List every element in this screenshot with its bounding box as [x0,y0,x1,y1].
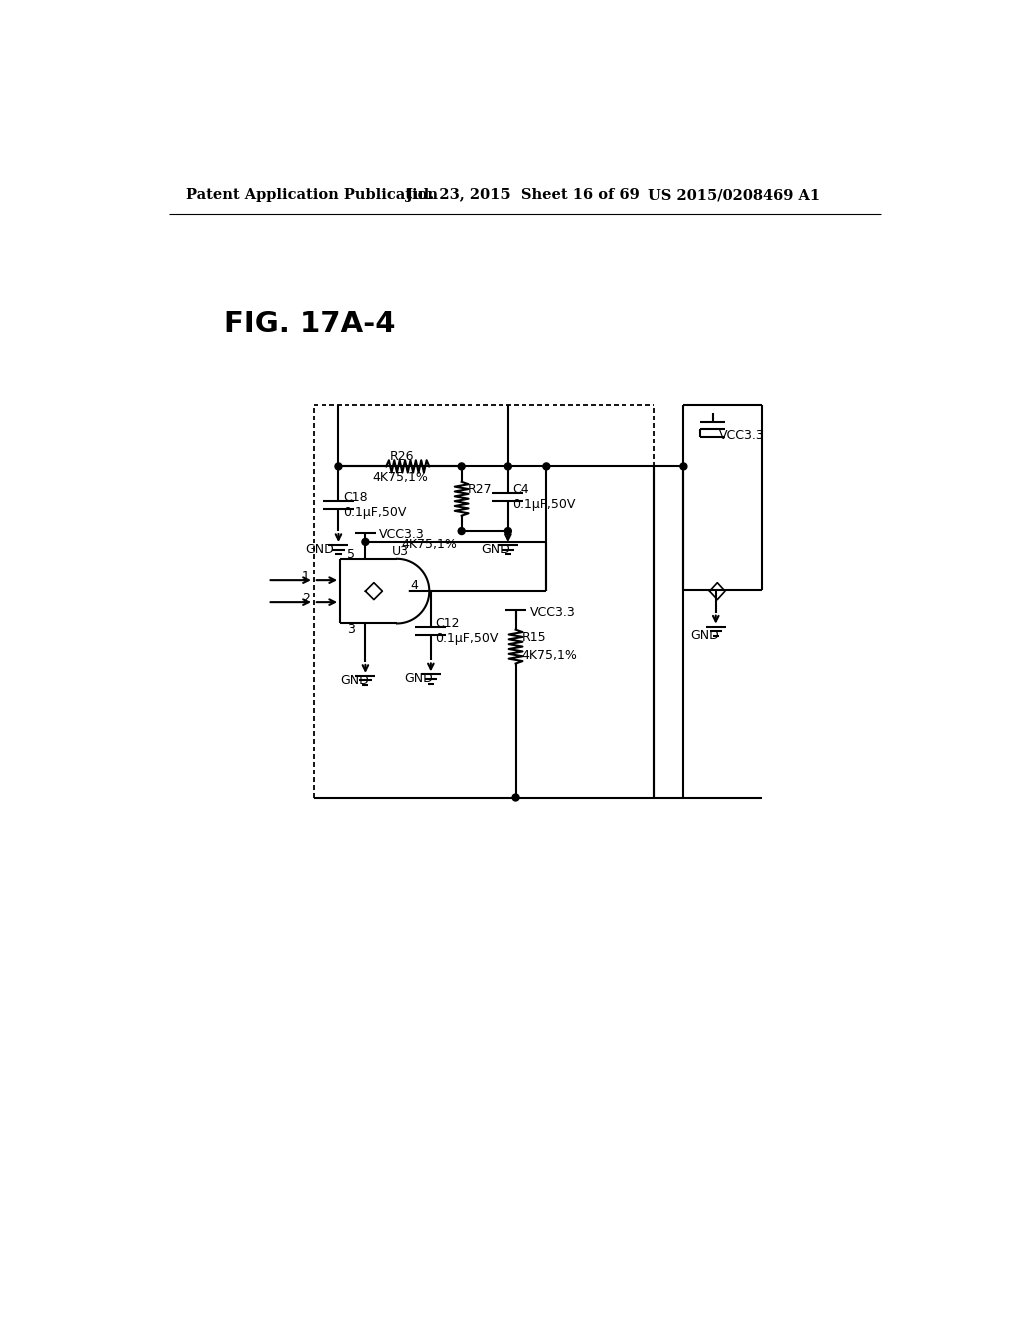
Text: C18: C18 [343,491,368,504]
Circle shape [512,795,519,801]
Text: GND: GND [404,672,433,685]
Circle shape [335,463,342,470]
Text: R15: R15 [521,631,547,644]
Circle shape [543,463,550,470]
Text: GND: GND [340,675,369,686]
Circle shape [398,586,408,595]
Text: 4K75,1%: 4K75,1% [401,539,458,552]
Circle shape [680,463,687,470]
Text: 2: 2 [302,591,310,605]
Text: GND: GND [481,543,510,556]
Text: R27: R27 [468,483,493,496]
Text: 5: 5 [347,548,354,561]
Text: 4: 4 [411,579,419,593]
Text: 4K75,1%: 4K75,1% [521,649,578,663]
Text: VCC3.3: VCC3.3 [379,528,425,541]
Text: VCC3.3: VCC3.3 [529,606,575,619]
Text: US 2015/0208469 A1: US 2015/0208469 A1 [648,189,820,202]
Text: C12: C12 [435,616,460,630]
Text: FIG. 17A-4: FIG. 17A-4 [224,310,396,338]
Text: 4K75,1%: 4K75,1% [372,471,428,483]
Text: Jul. 23, 2015  Sheet 16 of 69: Jul. 23, 2015 Sheet 16 of 69 [407,189,640,202]
Circle shape [505,528,511,535]
Text: C4: C4 [512,483,529,496]
Circle shape [361,539,369,545]
Text: GND: GND [305,543,335,556]
Text: U3: U3 [391,545,409,558]
Circle shape [458,463,465,470]
Circle shape [505,463,511,470]
Text: 1: 1 [302,570,310,583]
Text: 0.1μF,50V: 0.1μF,50V [343,506,407,519]
Text: R26: R26 [389,450,414,463]
Text: Patent Application Publication: Patent Application Publication [186,189,438,202]
Text: 0.1μF,50V: 0.1μF,50V [435,632,499,645]
Circle shape [458,528,465,535]
Text: 3: 3 [347,623,354,636]
Text: GND: GND [690,630,719,643]
Text: VCC3.3: VCC3.3 [719,429,765,442]
Text: 0.1μF,50V: 0.1μF,50V [512,499,575,511]
